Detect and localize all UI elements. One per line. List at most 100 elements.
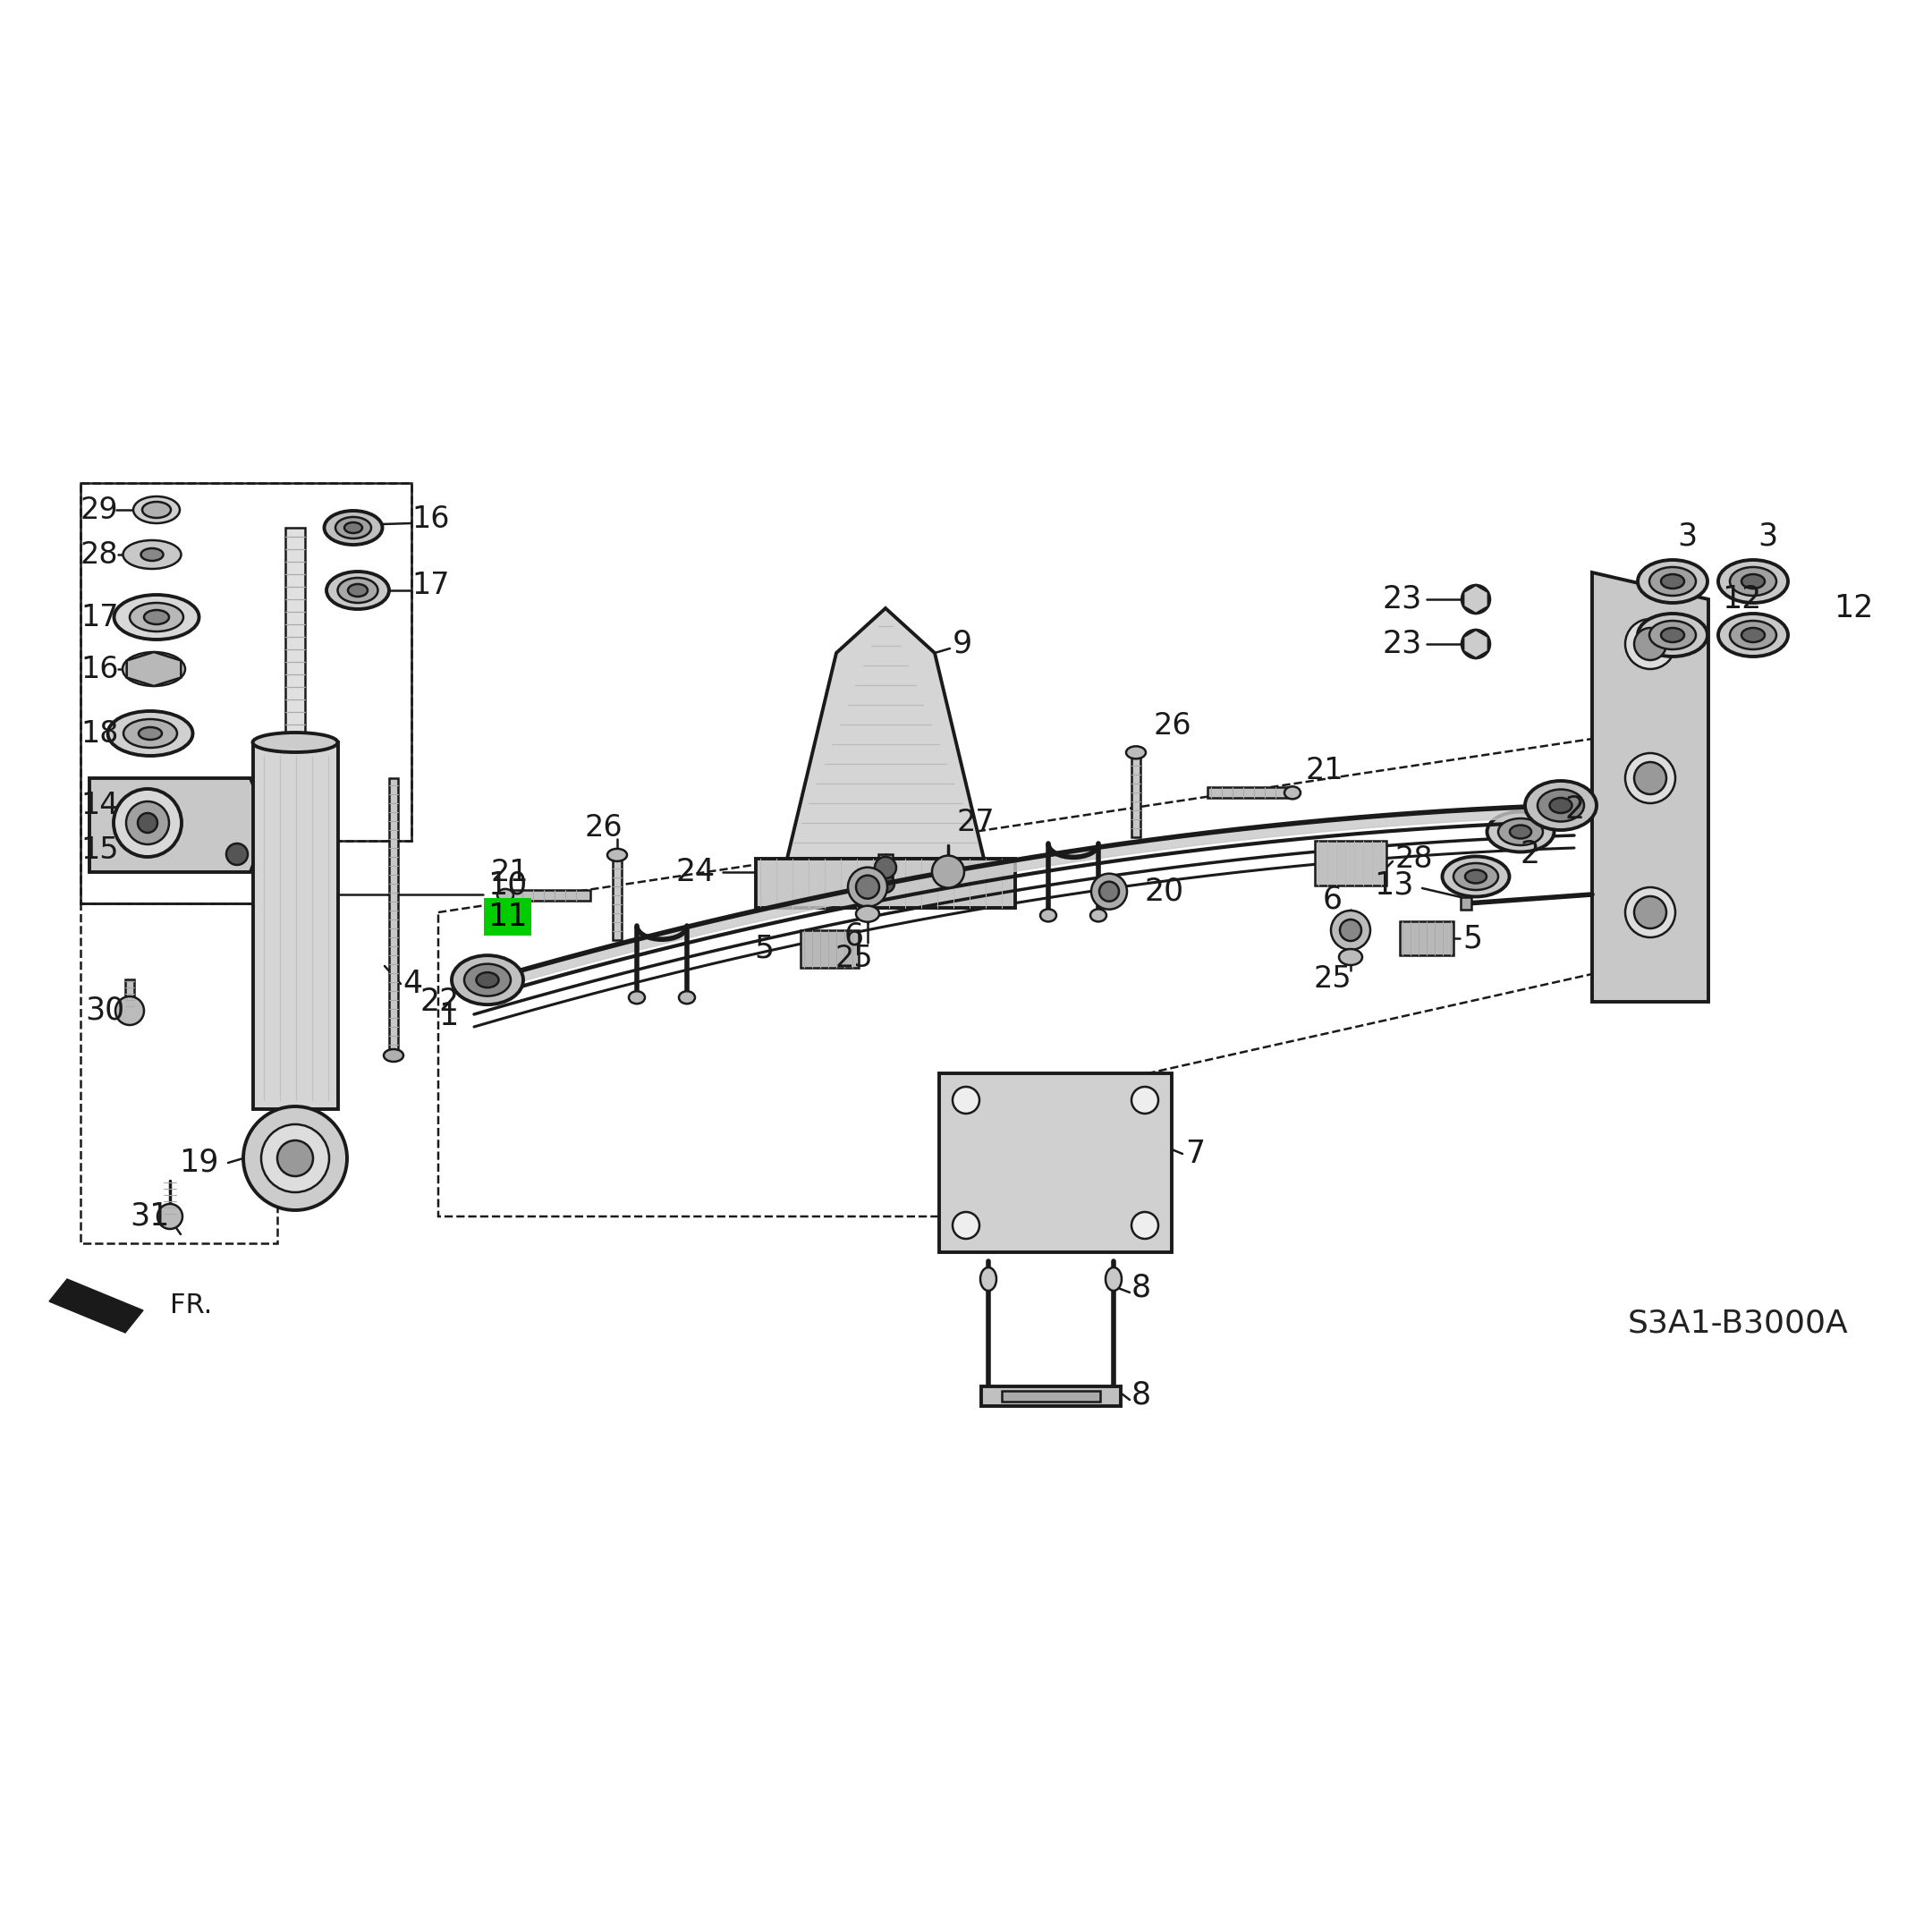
- Ellipse shape: [325, 510, 383, 545]
- Text: 17: 17: [81, 603, 118, 632]
- Text: 25: 25: [1314, 964, 1352, 995]
- Text: 28: 28: [81, 539, 118, 570]
- Text: 6: 6: [1323, 883, 1343, 914]
- Text: 18: 18: [81, 719, 118, 748]
- Text: 14: 14: [81, 790, 118, 819]
- Ellipse shape: [114, 595, 199, 639]
- Text: 1: 1: [439, 1001, 458, 1032]
- Text: 27: 27: [956, 808, 995, 837]
- Ellipse shape: [327, 572, 388, 609]
- Ellipse shape: [108, 711, 193, 755]
- Circle shape: [875, 858, 896, 879]
- Ellipse shape: [1650, 568, 1696, 595]
- Circle shape: [114, 788, 182, 858]
- Text: 25: 25: [835, 945, 873, 974]
- Ellipse shape: [122, 653, 185, 686]
- Ellipse shape: [129, 603, 184, 632]
- Bar: [1401, 922, 1453, 954]
- Text: 22: 22: [421, 987, 460, 1016]
- Polygon shape: [89, 779, 269, 871]
- Bar: [612, 856, 622, 941]
- Text: 16: 16: [412, 504, 450, 533]
- Circle shape: [137, 813, 156, 833]
- Circle shape: [1625, 887, 1675, 937]
- Ellipse shape: [1741, 628, 1764, 641]
- Ellipse shape: [607, 848, 628, 862]
- Text: 21: 21: [491, 858, 529, 887]
- Ellipse shape: [1650, 620, 1696, 649]
- Circle shape: [1092, 873, 1126, 910]
- Circle shape: [1341, 920, 1362, 941]
- Text: 20: 20: [1146, 877, 1184, 906]
- Text: 30: 30: [85, 995, 124, 1026]
- Ellipse shape: [1497, 819, 1544, 846]
- Circle shape: [1634, 896, 1665, 929]
- Text: 26: 26: [1153, 711, 1192, 740]
- Ellipse shape: [1443, 856, 1509, 896]
- Circle shape: [1461, 585, 1490, 614]
- Circle shape: [261, 1124, 328, 1192]
- Ellipse shape: [1729, 620, 1776, 649]
- Circle shape: [226, 844, 247, 866]
- Circle shape: [243, 1107, 348, 1209]
- Circle shape: [952, 1086, 980, 1113]
- Text: 9: 9: [952, 628, 972, 659]
- Polygon shape: [48, 1279, 143, 1333]
- Ellipse shape: [1453, 864, 1497, 891]
- Text: 5: 5: [753, 933, 773, 964]
- Ellipse shape: [336, 518, 371, 539]
- Circle shape: [1461, 630, 1490, 659]
- Circle shape: [278, 1140, 313, 1177]
- Polygon shape: [786, 609, 983, 858]
- Text: S3A1-B3000A: S3A1-B3000A: [1629, 1308, 1849, 1339]
- Text: 13: 13: [1374, 869, 1412, 900]
- Circle shape: [1625, 618, 1675, 668]
- Ellipse shape: [452, 956, 524, 1005]
- Bar: [879, 854, 893, 881]
- Ellipse shape: [980, 1267, 997, 1291]
- Bar: [286, 527, 305, 742]
- Bar: [800, 929, 858, 968]
- Text: 31: 31: [129, 1202, 170, 1233]
- Polygon shape: [1463, 630, 1488, 659]
- Text: 29: 29: [81, 495, 118, 526]
- Bar: [1132, 753, 1140, 837]
- Bar: [981, 1387, 1121, 1406]
- Ellipse shape: [678, 991, 696, 1005]
- Text: 10: 10: [487, 869, 527, 900]
- Circle shape: [1132, 1211, 1159, 1238]
- Ellipse shape: [338, 578, 379, 603]
- Text: 12: 12: [1833, 593, 1874, 624]
- Ellipse shape: [1339, 949, 1362, 966]
- Ellipse shape: [1729, 568, 1776, 595]
- Ellipse shape: [1126, 746, 1146, 759]
- Circle shape: [952, 1211, 980, 1238]
- Text: 15: 15: [81, 835, 118, 864]
- Ellipse shape: [1105, 1267, 1122, 1291]
- Ellipse shape: [1488, 811, 1553, 852]
- Text: 17: 17: [412, 572, 450, 601]
- Ellipse shape: [141, 549, 162, 560]
- Text: 4: 4: [402, 968, 423, 999]
- Circle shape: [848, 867, 887, 906]
- Bar: [1461, 896, 1472, 910]
- Text: 5: 5: [1463, 923, 1482, 954]
- Text: 3: 3: [1677, 522, 1696, 553]
- Ellipse shape: [124, 719, 178, 748]
- Ellipse shape: [1718, 560, 1787, 603]
- Ellipse shape: [628, 991, 645, 1005]
- Bar: [1003, 1391, 1099, 1401]
- Polygon shape: [1463, 585, 1488, 614]
- Text: FR.: FR.: [170, 1293, 213, 1320]
- Bar: [1316, 840, 1387, 885]
- Text: 16: 16: [81, 655, 118, 684]
- Text: 8: 8: [1132, 1273, 1151, 1304]
- Ellipse shape: [1509, 825, 1532, 838]
- Ellipse shape: [1090, 910, 1107, 922]
- Text: 19: 19: [180, 1148, 218, 1179]
- Circle shape: [116, 997, 145, 1026]
- Text: 2: 2: [1520, 838, 1540, 869]
- Circle shape: [1331, 910, 1370, 951]
- Ellipse shape: [145, 611, 170, 624]
- Circle shape: [1634, 628, 1665, 661]
